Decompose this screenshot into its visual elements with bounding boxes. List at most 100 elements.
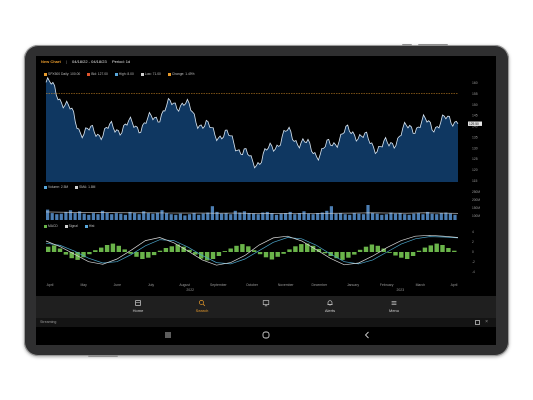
month-label: June xyxy=(114,283,121,287)
nav-home-label: Home xyxy=(132,308,144,313)
macd-histogram-bar xyxy=(163,248,169,252)
volume-bar xyxy=(59,213,63,220)
macd-histogram-bar xyxy=(369,244,375,252)
legend-swatch xyxy=(64,224,68,228)
volume-axis-label: 150M xyxy=(472,206,480,210)
home-icon xyxy=(135,300,141,306)
macd-histogram-bar xyxy=(387,252,392,253)
volume-bar xyxy=(46,209,50,220)
macd-histogram-bar xyxy=(93,250,98,252)
volume-bar xyxy=(73,213,77,220)
volume-bar xyxy=(215,211,219,220)
chart-title[interactable]: New Chart xyxy=(41,59,61,64)
chart-header: New Chart | 04/18/22 - 04/18/23 Period: … xyxy=(36,56,496,68)
price-axis-label: 145 xyxy=(472,114,478,118)
back-chevron-icon xyxy=(364,331,369,339)
date-range[interactable]: 04/18/22 - 04/18/23 xyxy=(72,59,107,64)
nav-chart-toggle[interactable] xyxy=(246,299,286,308)
nav-search[interactable]: Search xyxy=(182,299,222,313)
volume-axis-label: 100M xyxy=(472,214,480,218)
macd-histogram-bar xyxy=(46,246,51,252)
macd-histogram-bar xyxy=(334,252,339,259)
search-icon xyxy=(199,300,206,307)
volume-bar xyxy=(265,211,269,220)
window-icon[interactable] xyxy=(475,320,481,325)
price-marker xyxy=(468,121,482,126)
menu-icon xyxy=(391,301,397,305)
macd-histogram-bar xyxy=(228,248,233,252)
nav-home[interactable]: Home xyxy=(118,299,158,313)
legend-swatch xyxy=(44,72,47,76)
volume-bar xyxy=(242,211,246,220)
legend-swatch xyxy=(87,72,91,76)
volume-bar xyxy=(160,210,164,220)
nav-menu-label: Menu xyxy=(388,308,399,313)
nav-menu[interactable]: Menu xyxy=(374,299,414,313)
macd-histogram-bar xyxy=(428,245,434,252)
volume-bar xyxy=(82,213,86,220)
volume-bar xyxy=(174,214,178,220)
volume-bar xyxy=(343,214,347,220)
volume-bar xyxy=(284,213,288,220)
volume-bar xyxy=(389,212,393,220)
volume-bar xyxy=(274,214,279,220)
price-legend-item: Change: 1.49% xyxy=(167,72,195,76)
status-text: Streaming xyxy=(40,320,57,324)
volume-bar xyxy=(297,213,301,220)
volume-legend-item: SMA: 1.8M xyxy=(75,185,95,189)
macd-histogram-bar xyxy=(122,249,127,252)
volume-bar xyxy=(105,212,109,220)
price-axis-label: 140 xyxy=(472,125,478,129)
macd-histogram-bar xyxy=(128,252,133,254)
home-circle-icon xyxy=(262,331,270,339)
app-screen: New Chart | 04/18/22 - 04/18/23 Period: … xyxy=(36,56,496,345)
home-button[interactable] xyxy=(262,331,270,342)
macd-histogram-bar xyxy=(110,243,116,252)
price-legend-item: Bid: 127.00 xyxy=(87,72,108,76)
macd-histogram-bar xyxy=(51,245,57,252)
volume-bar xyxy=(78,211,82,220)
macd-histogram-bar xyxy=(340,252,345,260)
volume-bar xyxy=(435,214,439,220)
macd-histogram-bar xyxy=(293,246,298,252)
volume-bar xyxy=(142,211,146,220)
macd-histogram-bar xyxy=(234,245,239,252)
tablet-button-bottom xyxy=(88,355,118,357)
volume-bar xyxy=(165,213,169,220)
legend-swatch xyxy=(44,224,47,228)
volume-bar xyxy=(247,213,251,220)
volume-bar xyxy=(448,213,452,220)
period-label[interactable]: Period: 1d xyxy=(112,59,131,64)
back-button[interactable] xyxy=(363,331,371,342)
macd-histogram-bar xyxy=(181,246,186,252)
monitor-icon xyxy=(262,300,270,307)
price-legend-item: SPX500 Daily: 100.00 xyxy=(44,72,80,76)
month-label: August xyxy=(179,283,190,287)
recent-apps-button[interactable] xyxy=(164,331,172,342)
macd-histogram-bar xyxy=(257,252,263,255)
macd-histogram-bar xyxy=(434,243,439,252)
macd-histogram-bar xyxy=(63,252,69,255)
volume-bar xyxy=(366,205,370,220)
legend-swatch xyxy=(140,72,144,76)
month-label: December xyxy=(312,283,329,287)
price-axis-label: 130 xyxy=(472,146,478,150)
volume-bar xyxy=(398,213,402,220)
chart-area[interactable]: 160 155 150 145 140 135 130 125 120 115 129.50 250M… xyxy=(36,56,496,296)
macd-line xyxy=(45,234,459,266)
close-icon[interactable]: × xyxy=(485,319,488,325)
volume-bar xyxy=(178,213,182,220)
macd-histogram-bar xyxy=(69,252,74,259)
volume-bar xyxy=(421,214,425,220)
nav-alerts[interactable]: Alerts xyxy=(310,299,350,313)
year-label: 2022 xyxy=(186,288,194,292)
month-label: May xyxy=(80,283,87,287)
macd-legend: MACD Signal Hist xyxy=(44,224,100,228)
legend-swatch xyxy=(44,185,47,189)
month-label: October xyxy=(246,283,259,287)
volume-bar xyxy=(352,213,356,220)
volume-bar xyxy=(151,213,155,220)
macd-histogram-bar xyxy=(104,245,110,252)
price-axis-label: 135 xyxy=(472,135,478,139)
month-label: November xyxy=(278,283,295,287)
